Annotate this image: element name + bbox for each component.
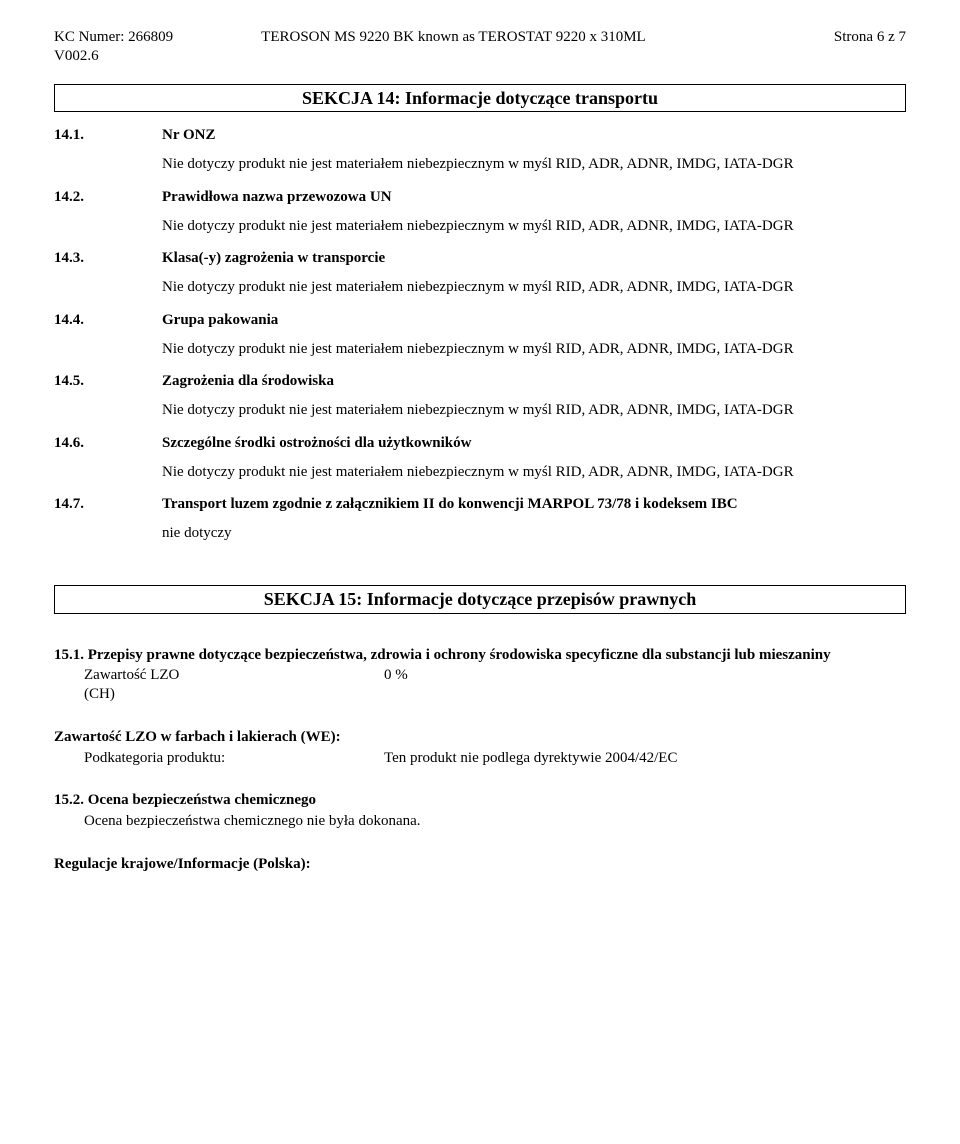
section-14-title: SEKCJA 14: Informacje dotyczące transpor… bbox=[302, 88, 658, 108]
item-number: 14.3. bbox=[54, 249, 162, 268]
lzo-value: 0 % bbox=[384, 666, 906, 685]
kc-value: 266809 bbox=[128, 29, 173, 45]
item-14-2: 14.2. Prawidłowa nazwa przewozowa UN bbox=[54, 188, 906, 207]
item-body: Nie dotyczy produkt nie jest materiałem … bbox=[162, 340, 906, 359]
item-number: 14.6. bbox=[54, 434, 162, 453]
item-heading: 15.2. Ocena bezpieczeństwa chemicznego bbox=[54, 791, 906, 810]
page-number: Strona 6 z 7 bbox=[834, 28, 906, 47]
item-body: Nie dotyczy produkt nie jest materiałem … bbox=[162, 217, 906, 236]
item-heading: Szczególne środki ostrożności dla użytko… bbox=[162, 434, 471, 453]
item-body: Nie dotyczy produkt nie jest materiałem … bbox=[162, 155, 906, 174]
paint-sub-value: Ten produkt nie podlega dyrektywie 2004/… bbox=[384, 749, 906, 768]
item-heading: Transport luzem zgodnie z załącznikiem I… bbox=[162, 495, 738, 514]
item-14-4: 14.4. Grupa pakowania bbox=[54, 311, 906, 330]
item-14-3: 14.3. Klasa(-y) zagrożenia w transporcie bbox=[54, 249, 906, 268]
national-regs-heading: Regulacje krajowe/Informacje (Polska): bbox=[54, 855, 906, 874]
item-body: Nie dotyczy produkt nie jest materiałem … bbox=[162, 278, 906, 297]
section-15-title: SEKCJA 15: Informacje dotyczące przepisó… bbox=[264, 589, 696, 609]
item-number: 14.5. bbox=[54, 372, 162, 391]
product-name: TEROSON MS 9220 BK known as TEROSTAT 922… bbox=[173, 28, 834, 47]
item-heading: Prawidłowa nazwa przewozowa UN bbox=[162, 188, 392, 207]
item-number: 14.1. bbox=[54, 126, 162, 145]
paint-block: Zawartość LZO w farbach i lakierach (WE)… bbox=[54, 728, 906, 768]
item-heading: Klasa(-y) zagrożenia w transporcie bbox=[162, 249, 385, 268]
item-15-1: 15.1. Przepisy prawne dotyczące bezpiecz… bbox=[54, 646, 906, 704]
item-14-7: 14.7. Transport luzem zgodnie z załączni… bbox=[54, 495, 906, 514]
item-14-6: 14.6. Szczególne środki ostrożności dla … bbox=[54, 434, 906, 453]
page-header: KC Numer: 266809 V002.6 TEROSON MS 9220 … bbox=[54, 28, 906, 66]
paint-sub-label: Podkategoria produktu: bbox=[54, 749, 384, 768]
item-heading: Zagrożenia dla środowiska bbox=[162, 372, 334, 391]
item-body: Nie dotyczy produkt nie jest materiałem … bbox=[162, 401, 906, 420]
item-number: 14.7. bbox=[54, 495, 162, 514]
paint-heading: Zawartość LZO w farbach i lakierach (WE)… bbox=[54, 728, 906, 747]
section-14-header: SEKCJA 14: Informacje dotyczące transpor… bbox=[54, 84, 906, 113]
item-heading: Nr ONZ bbox=[162, 126, 215, 145]
lzo-row: Zawartość LZO 0 % bbox=[54, 666, 906, 685]
item-body: Nie dotyczy produkt nie jest materiałem … bbox=[162, 463, 906, 482]
item-14-5: 14.5. Zagrożenia dla środowiska bbox=[54, 372, 906, 391]
paint-sub-row: Podkategoria produktu: Ten produkt nie p… bbox=[54, 749, 906, 768]
kc-label: KC Numer: bbox=[54, 29, 124, 45]
section-15-header: SEKCJA 15: Informacje dotyczące przepisó… bbox=[54, 585, 906, 614]
item-heading: Grupa pakowania bbox=[162, 311, 278, 330]
version: V002.6 bbox=[54, 47, 173, 66]
lzo-label: Zawartość LZO bbox=[54, 666, 384, 685]
item-number: 14.4. bbox=[54, 311, 162, 330]
item-heading: 15.1. Przepisy prawne dotyczące bezpiecz… bbox=[54, 646, 906, 665]
header-left: KC Numer: 266809 V002.6 bbox=[54, 28, 173, 66]
item-14-1: 14.1. Nr ONZ bbox=[54, 126, 906, 145]
item-body: nie dotyczy bbox=[162, 524, 906, 543]
item-15-2: 15.2. Ocena bezpieczeństwa chemicznego O… bbox=[54, 791, 906, 831]
ch-label: (CH) bbox=[84, 685, 906, 704]
item-body: Ocena bezpieczeństwa chemicznego nie był… bbox=[84, 812, 906, 831]
item-number: 14.2. bbox=[54, 188, 162, 207]
